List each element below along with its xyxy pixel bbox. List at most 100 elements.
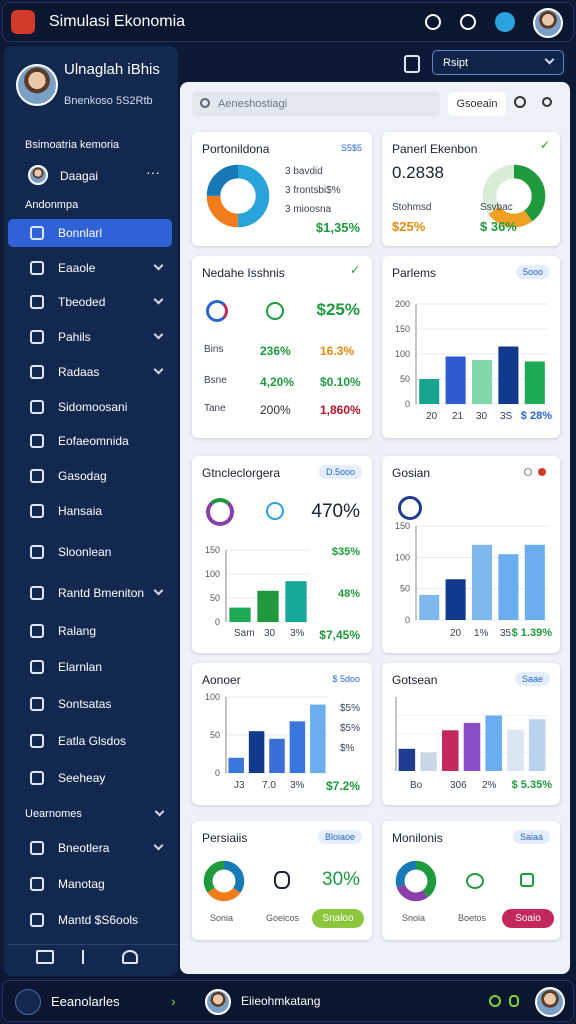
app-title: Simulasi Ekonomia (49, 13, 186, 30)
user-avatar (205, 989, 231, 1015)
nav-icon (30, 365, 44, 379)
y-tick-label: 50 (400, 584, 410, 594)
more-icon[interactable]: ··· (146, 164, 160, 180)
notification-icon[interactable] (460, 14, 476, 30)
nav-item[interactable]: Eaaole (8, 254, 172, 282)
chevron (153, 585, 164, 596)
nav-item[interactable]: Elarnlan (8, 653, 172, 681)
donut-segment (482, 164, 546, 228)
clipboard-icon[interactable] (404, 55, 420, 73)
icon (520, 873, 534, 887)
nav-item[interactable]: Eatla Glsdos (8, 727, 172, 755)
card: Portonildona S5$5 3 bavdid 3 frontsbi$% … (192, 132, 372, 246)
card-title: Persiaiis (202, 831, 248, 845)
search-button[interactable]: Gsoeain (448, 92, 506, 116)
profile-name: Ulnaglah iBhis (64, 61, 160, 78)
nav-item[interactable]: Sontsatas (8, 690, 172, 718)
legend-text: 3 frontsbi$% (285, 185, 341, 196)
nav-item[interactable]: Hansaia (8, 497, 172, 525)
status-icon[interactable] (509, 995, 519, 1007)
chat-icon[interactable] (495, 12, 515, 32)
nav-icon (30, 226, 44, 240)
y-tick-label: 50 (210, 593, 220, 603)
nav-item[interactable]: Bneotlera (8, 834, 172, 862)
bar (398, 748, 416, 771)
row-value: 16.3% (320, 344, 355, 358)
nav-icon (30, 697, 44, 711)
nav-item[interactable]: Manotag (8, 870, 172, 898)
dot-icon[interactable] (538, 468, 546, 476)
circle-icon[interactable] (542, 97, 552, 107)
nav-label: Eatla Glsdos (58, 734, 127, 748)
nav-item[interactable]: Rantd Bmeniton (8, 579, 172, 607)
search-field[interactable]: Aeneshostiagi (192, 92, 440, 116)
dot-icon[interactable] (524, 468, 532, 476)
card-value: 30% (322, 869, 361, 890)
card-tag: Bloiaoe (317, 830, 362, 844)
nav-icon (30, 771, 44, 785)
bar (485, 715, 502, 771)
nav-item[interactable]: Pahils (8, 323, 172, 351)
bar (524, 544, 545, 620)
donut-chart (206, 164, 270, 228)
stat-label: Ssvbac (480, 202, 513, 213)
nav-item[interactable]: Ralang (8, 617, 172, 645)
user-name[interactable]: Daagai (60, 169, 99, 183)
footer-icon[interactable] (122, 950, 138, 964)
card-title: Portonildona (202, 142, 270, 156)
chevron (153, 294, 164, 305)
action-button[interactable]: Snaloo (312, 909, 364, 928)
nav-icon (30, 400, 44, 414)
card-tag: Saae (514, 672, 550, 686)
nav-label: Eaaole (58, 261, 96, 275)
card-tag: $ 5doo (332, 674, 360, 684)
user-avatar[interactable] (533, 8, 563, 38)
dropdown[interactable]: Rsipt (432, 50, 564, 75)
nav-icon (30, 624, 44, 638)
card-value: $7.2% (325, 779, 360, 793)
user-avatar[interactable] (535, 987, 565, 1017)
donut-segment (203, 860, 245, 902)
footer-icon[interactable] (82, 950, 96, 964)
status-icon[interactable] (489, 995, 501, 1007)
nav-item[interactable]: Seeheay (8, 764, 172, 792)
stat-label: Goeicos (266, 913, 300, 923)
y-tick-label: 150 (205, 546, 220, 555)
search-icon[interactable] (514, 96, 526, 108)
donut-segment (206, 164, 270, 228)
action-button[interactable]: Soaio (502, 909, 554, 928)
footer-icon[interactable] (36, 950, 54, 964)
bar (471, 360, 493, 404)
bar (420, 752, 437, 771)
icon (266, 302, 284, 320)
card-title: Panerl Ekenbon (392, 142, 478, 156)
card: Aonoer $ 5doo 0 50 100 $5% $5% $% J3 7.0 3… (192, 663, 372, 805)
x-label: 1% (474, 628, 489, 639)
y-tick-label: 0 (215, 617, 220, 626)
nav-item[interactable]: Eofaeomnida (8, 427, 172, 455)
stat-label: Sonia (210, 913, 234, 923)
nav-item[interactable]: Bonnlarl (8, 219, 172, 247)
chevron (153, 840, 164, 851)
card: Persiaiis Bloiaoe 30% Sonia Goeicos Snal… (192, 821, 372, 940)
card-title: Nedahe Isshnis (202, 266, 285, 280)
app-logo[interactable] (11, 10, 35, 34)
nav-label: Sloonlean (58, 545, 112, 559)
nav-item[interactable]: Sloonlean (8, 538, 172, 566)
nav-item[interactable]: Radaas (8, 358, 172, 386)
stat-label: Boetos (458, 913, 487, 923)
bar (248, 731, 265, 773)
nav-label: Eofaeomnida (58, 434, 129, 448)
nav-item[interactable]: Gasodag (8, 462, 172, 490)
nav-label: Elarnlan (58, 660, 103, 674)
nav-item[interactable]: Tbeoded (8, 288, 172, 316)
side-value: 48% (337, 588, 360, 600)
donut-segment (203, 860, 245, 902)
nav-label: Radaas (58, 365, 100, 379)
nav-item[interactable]: Mantd $S6ools (8, 906, 172, 934)
arrow-icon[interactable]: › (171, 993, 176, 1009)
section-title: Bsimoatria kemoria (25, 139, 120, 151)
home-icon[interactable] (15, 989, 41, 1015)
settings-icon[interactable] (425, 14, 441, 30)
nav-item[interactable]: Sidomoosani (8, 393, 172, 421)
